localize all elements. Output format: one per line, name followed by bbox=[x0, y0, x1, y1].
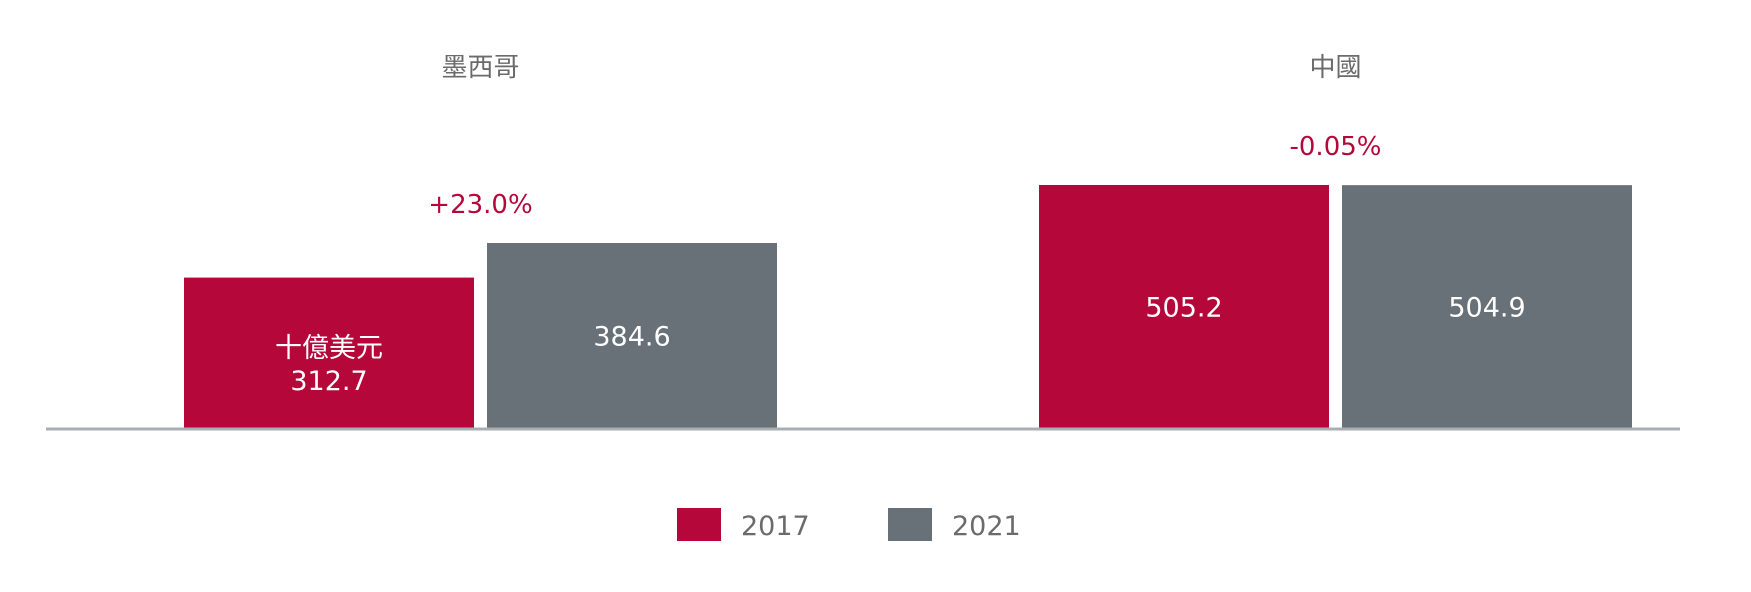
category-label-2: 中國 bbox=[1309, 53, 1361, 83]
bar-unit-label: 十億美元 bbox=[275, 333, 383, 364]
legend: 2017 2021 bbox=[677, 508, 1021, 542]
change-label-2: -0.05% bbox=[1290, 132, 1382, 162]
bar-value-label: 384.6 bbox=[593, 322, 670, 353]
legend-swatch-2021 bbox=[888, 508, 932, 541]
bar-2017-1 bbox=[184, 277, 474, 428]
legend-label-2017: 2017 bbox=[741, 511, 810, 542]
bars-layer bbox=[184, 185, 1632, 428]
change-label-1: +23.0% bbox=[428, 190, 532, 220]
bar-2021-1 bbox=[487, 243, 777, 428]
bar-value-label: 504.9 bbox=[1448, 293, 1525, 324]
legend-label-2021: 2021 bbox=[952, 511, 1021, 542]
bar-value-label: 505.2 bbox=[1145, 293, 1222, 324]
bar-value-label: 312.7 bbox=[290, 366, 367, 397]
legend-swatch-2017 bbox=[677, 508, 721, 541]
bar-2017-2 bbox=[1039, 185, 1329, 428]
category-label-1: 墨西哥 bbox=[441, 53, 519, 83]
bar-2021-2 bbox=[1342, 185, 1632, 428]
